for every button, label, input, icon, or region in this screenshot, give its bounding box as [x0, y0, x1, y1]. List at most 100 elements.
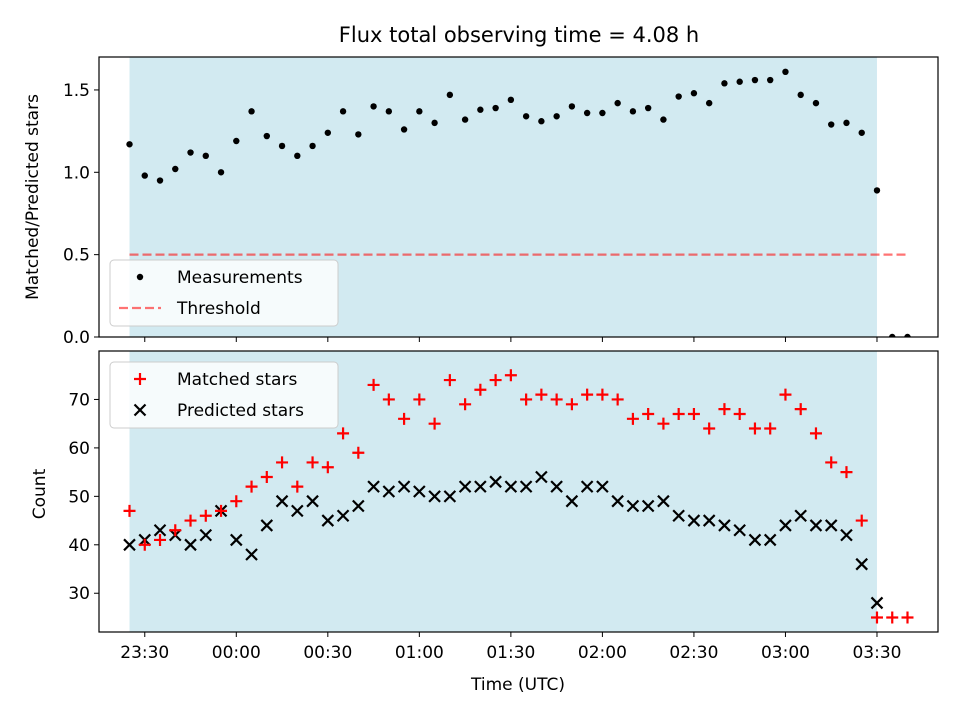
bottom-ytick-label: 60	[68, 439, 90, 459]
matched-star-point	[504, 369, 517, 382]
predicted-star-point	[123, 538, 136, 552]
matched-star-point	[886, 611, 899, 624]
predicted-star-point	[748, 533, 762, 547]
matched-star-point	[276, 456, 289, 469]
predicted-star-point	[382, 485, 396, 498]
matched-star-point	[550, 393, 563, 406]
measurement-point	[858, 129, 865, 136]
matched-star-point	[474, 383, 487, 396]
predicted-star-point	[596, 480, 609, 493]
matched-star-point	[748, 422, 761, 435]
measurement-point	[172, 165, 179, 173]
measurement-point	[263, 132, 270, 140]
matched-star-point	[367, 378, 380, 391]
predicted-star-point	[474, 480, 487, 493]
predicted-star-point	[809, 519, 823, 532]
x-axis-label: Time (UTC)	[470, 675, 565, 695]
measurement-point	[141, 172, 148, 179]
matched-star-point	[154, 533, 167, 546]
bottom-xtick-label: 00:30	[303, 643, 352, 663]
matched-star-point	[428, 417, 441, 430]
matched-star-point	[535, 388, 548, 401]
predicted-star-point	[199, 528, 213, 542]
predicted-star-point	[855, 557, 869, 571]
measurement-point	[538, 118, 545, 125]
bottom-ytick-label: 50	[68, 487, 90, 507]
matched-star-point	[809, 427, 822, 440]
top-ytick-label: 0.5	[63, 246, 90, 266]
bottom-legend-label: Predicted stars	[177, 401, 304, 421]
top-panel: 0.0 0.5 1.0 1.5 Measurements Threshold	[63, 56, 939, 348]
predicted-star-point	[458, 480, 472, 493]
matched-star-point	[779, 388, 792, 401]
predicted-star-point	[306, 494, 319, 508]
top-ytick-label: 0.0	[63, 328, 90, 348]
legend-predicted-marker	[133, 403, 147, 417]
predicted-star-point	[550, 480, 563, 493]
predicted-star-point	[519, 480, 533, 493]
matched-star-point	[520, 393, 533, 406]
bottom-xtick-label: 23:30	[120, 643, 169, 663]
predicted-star-point	[702, 514, 716, 527]
measurement-point	[217, 169, 225, 176]
predicted-star-point	[611, 494, 624, 508]
predicted-star-point	[535, 470, 548, 484]
bottom-axes-frame	[98, 350, 939, 633]
measurement-point	[721, 80, 728, 87]
matched-star-point	[565, 398, 578, 411]
measurement-point	[553, 113, 560, 120]
measurement-point	[248, 108, 255, 115]
predicted-star-point	[824, 519, 838, 532]
matched-star-point	[291, 480, 304, 493]
matched-star-point	[672, 407, 685, 420]
measurement-point	[324, 129, 332, 136]
predicted-star-point	[718, 519, 731, 532]
matched-star-point	[855, 514, 868, 527]
legend-measurements-marker	[136, 273, 144, 281]
measurement-point	[202, 152, 209, 160]
predicted-star-point	[794, 509, 807, 523]
measurement-point	[599, 109, 606, 117]
matched-star-point	[626, 412, 639, 425]
measurement-point	[294, 152, 301, 160]
measurement-point	[492, 104, 499, 112]
measurement-point	[583, 109, 591, 117]
measurement-point	[233, 137, 240, 145]
matched-star-point	[642, 407, 655, 420]
matched-star-point	[413, 393, 426, 406]
matched-star-point	[825, 456, 838, 469]
matched-star-point	[321, 461, 334, 474]
measurement-point	[355, 131, 362, 138]
measurement-point	[370, 103, 377, 110]
matched-star-point	[245, 480, 258, 493]
matched-star-point	[443, 374, 456, 387]
matched-star-point	[184, 514, 197, 527]
matched-star-point	[169, 524, 182, 537]
matched-star-point	[733, 407, 746, 420]
measurement-point	[767, 76, 774, 84]
bottom-xtick-label: 03:00	[761, 643, 810, 663]
predicted-star-point	[291, 504, 304, 518]
predicted-star-point	[580, 480, 594, 493]
measurement-point	[644, 104, 652, 112]
matched-star-point	[870, 611, 883, 624]
predicted-star-point	[840, 528, 853, 542]
top-axes-frame	[98, 56, 939, 338]
predicted-star-point	[352, 499, 365, 513]
matched-star-point	[611, 393, 624, 406]
matched-star-point	[382, 393, 395, 406]
measurement-point	[278, 142, 286, 150]
predicted-star-point	[489, 475, 502, 489]
matched-star-point	[687, 407, 700, 420]
measurement-point	[675, 93, 682, 100]
measurement-point	[751, 76, 759, 84]
predicted-star-point	[626, 499, 640, 513]
measurement-point	[614, 99, 621, 107]
matched-star-point	[703, 422, 716, 435]
predicted-star-point	[336, 509, 350, 523]
matched-star-point	[489, 374, 502, 387]
predicted-star-point	[870, 596, 884, 610]
bottom-xtick-label: 02:30	[669, 643, 718, 663]
measurement-point	[797, 91, 804, 99]
bottom-ytick-label: 40	[68, 536, 90, 556]
